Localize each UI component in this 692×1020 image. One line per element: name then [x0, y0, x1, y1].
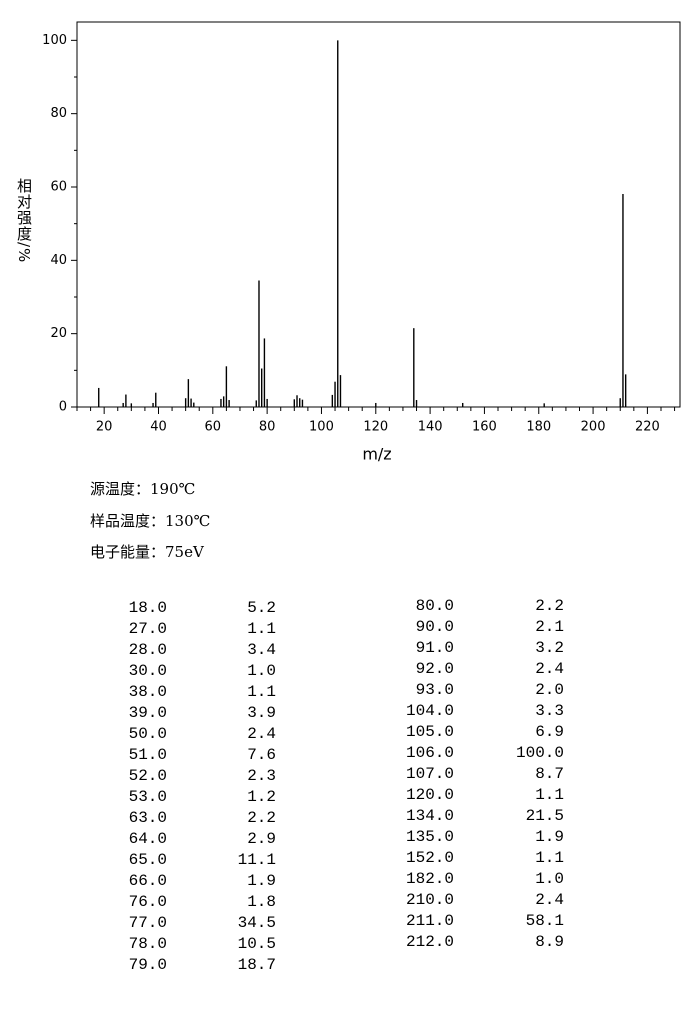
table-intensity: 8.9: [535, 933, 564, 951]
table-intensity: 3.4: [247, 641, 276, 659]
info-line: 样品温度：130℃: [90, 512, 211, 530]
y-tick-label: 100: [42, 33, 67, 48]
table-intensity: 3.9: [247, 704, 276, 722]
table-mz: 27.0: [129, 620, 167, 638]
table-intensity: 5.2: [247, 599, 276, 617]
table-mz: 78.0: [129, 935, 167, 953]
table-mz: 182.0: [406, 870, 454, 888]
table-intensity: 2.1: [535, 618, 564, 636]
table-intensity: 1.2: [247, 788, 276, 806]
table-intensity: 2.9: [247, 830, 276, 848]
y-axis-label: 相对强度/%: [15, 178, 33, 264]
table-mz: 63.0: [129, 809, 167, 827]
y-tick-label: 20: [50, 326, 67, 341]
x-tick-label: 120: [363, 420, 388, 435]
plot-frame: [76, 21, 681, 408]
table-intensity: 1.0: [535, 870, 564, 888]
table-mz: 92.0: [416, 660, 454, 678]
table-mz: 18.0: [129, 599, 167, 617]
table-intensity: 1.0: [247, 662, 276, 680]
table-mz: 66.0: [129, 872, 167, 890]
table-intensity: 1.1: [247, 620, 276, 638]
table-mz: 105.0: [406, 723, 454, 741]
table-intensity: 1.9: [535, 828, 564, 846]
table-mz: 51.0: [129, 746, 167, 764]
table-mz: 50.0: [129, 725, 167, 743]
info-line: 源温度：190℃: [90, 480, 196, 498]
x-tick-label: 140: [418, 420, 443, 435]
table-mz: 91.0: [416, 639, 454, 657]
x-tick-label: 220: [635, 420, 660, 435]
table-mz: 210.0: [406, 891, 454, 909]
table-intensity: 58.1: [526, 912, 564, 930]
x-axis-label: m/z: [362, 445, 391, 464]
x-tick-label: 100: [309, 420, 334, 435]
table-mz: 53.0: [129, 788, 167, 806]
table-mz: 135.0: [406, 828, 454, 846]
table-mz: 65.0: [129, 851, 167, 869]
table-intensity: 1.1: [535, 849, 564, 867]
table-intensity: 7.6: [247, 746, 276, 764]
table-intensity: 100.0: [516, 744, 564, 762]
table-intensity: 21.5: [526, 807, 564, 825]
table-mz: 93.0: [416, 681, 454, 699]
x-tick-label: 200: [581, 420, 606, 435]
x-tick-label: 40: [150, 420, 167, 435]
table-intensity: 2.4: [247, 725, 276, 743]
table-intensity: 1.8: [247, 893, 276, 911]
y-tick-label: 80: [50, 106, 67, 121]
table-mz: 80.0: [416, 597, 454, 615]
x-tick-label: 60: [205, 420, 222, 435]
table-intensity: 3.2: [535, 639, 564, 657]
table-mz: 30.0: [129, 662, 167, 680]
table-mz: 104.0: [406, 702, 454, 720]
table-mz: 106.0: [406, 744, 454, 762]
table-mz: 52.0: [129, 767, 167, 785]
table-intensity: 2.2: [535, 597, 564, 615]
table-intensity: 2.4: [535, 660, 564, 678]
x-tick-label: 80: [259, 420, 276, 435]
table-mz: 120.0: [406, 786, 454, 804]
table-mz: 107.0: [406, 765, 454, 783]
x-tick-label: 160: [472, 420, 497, 435]
table-intensity: 1.1: [535, 786, 564, 804]
table-intensity: 2.3: [247, 767, 276, 785]
table-mz: 28.0: [129, 641, 167, 659]
table-intensity: 34.5: [238, 914, 276, 932]
table-mz: 77.0: [129, 914, 167, 932]
table-mz: 152.0: [406, 849, 454, 867]
table-intensity: 18.7: [238, 956, 276, 974]
x-tick-label: 20: [96, 420, 113, 435]
y-tick-label: 60: [50, 180, 67, 195]
y-tick-label: 0: [59, 400, 67, 415]
table-mz: 76.0: [129, 893, 167, 911]
table-mz: 64.0: [129, 830, 167, 848]
table-intensity: 8.7: [535, 765, 564, 783]
table-mz: 79.0: [129, 956, 167, 974]
table-intensity: 2.4: [535, 891, 564, 909]
table-mz: 38.0: [129, 683, 167, 701]
table-intensity: 6.9: [535, 723, 564, 741]
table-intensity: 10.5: [238, 935, 276, 953]
table-intensity: 1.1: [247, 683, 276, 701]
table-intensity: 11.1: [238, 851, 276, 869]
y-tick-label: 40: [50, 253, 67, 268]
table-intensity: 2.2: [247, 809, 276, 827]
table-intensity: 2.0: [535, 681, 564, 699]
table-mz: 39.0: [129, 704, 167, 722]
table-mz: 134.0: [406, 807, 454, 825]
table-mz: 211.0: [406, 912, 454, 930]
table-mz: 212.0: [406, 933, 454, 951]
table-intensity: 3.3: [535, 702, 564, 720]
info-line: 电子能量：75eV: [90, 543, 204, 561]
table-mz: 90.0: [416, 618, 454, 636]
x-tick-label: 180: [526, 420, 551, 435]
table-intensity: 1.9: [247, 872, 276, 890]
